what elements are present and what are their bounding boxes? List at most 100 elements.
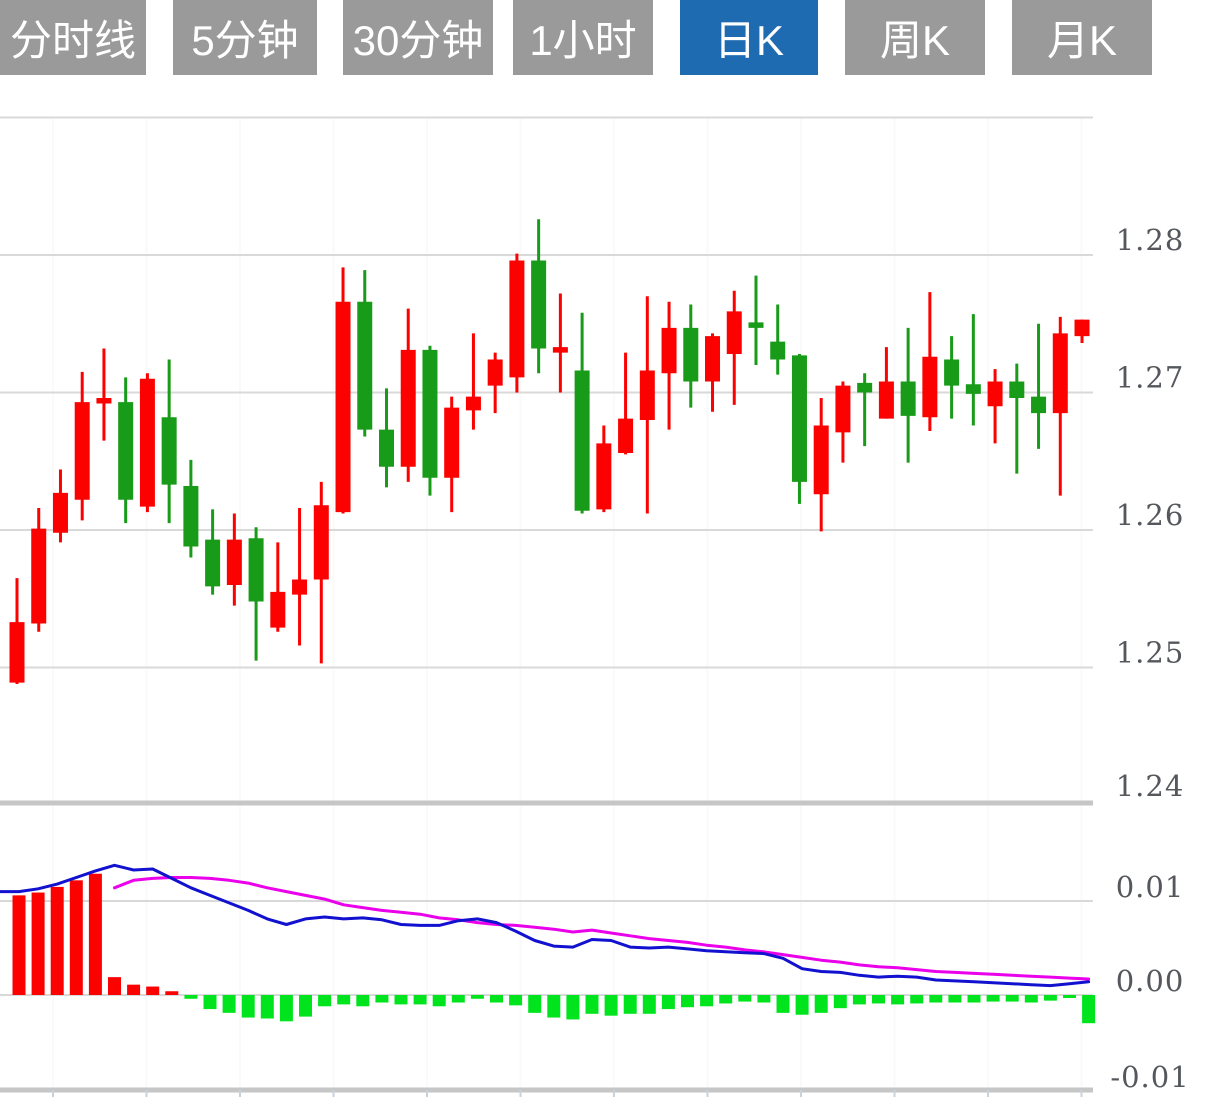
candle-body [596, 443, 612, 510]
tab-5min[interactable]: 5分钟 [173, 0, 317, 75]
macd-bar-negative [700, 995, 714, 1007]
candle-body [857, 382, 873, 393]
macd-bar-negative [891, 995, 905, 1005]
dif-line [0, 863, 1091, 988]
macd-bar-negative [1063, 995, 1076, 998]
candle-wick [776, 304, 780, 375]
macd-bar-negative [757, 995, 771, 1003]
macd-bar-negative [1024, 995, 1038, 1003]
macd-histogram [12, 873, 1096, 1024]
vertical-gridlines [52, 117, 1083, 1087]
macd-bar-positive [31, 892, 45, 995]
candle-body [944, 359, 960, 386]
bottom-axis-ticks [52, 1090, 1083, 1097]
tab-30min[interactable]: 30分钟 [343, 0, 493, 75]
candle-body [465, 396, 481, 411]
candle-wick [624, 352, 628, 455]
price-axis-label: 1.26 [1116, 498, 1185, 532]
macd-axis-labels: 0.01 0.00 -0.01 [1110, 870, 1189, 1094]
tab-weekly-k[interactable]: 周K [845, 0, 985, 75]
macd-bar-negative [432, 995, 446, 1007]
candle-series [9, 219, 1090, 684]
candle-body [52, 492, 68, 533]
macd-bar-negative [547, 995, 561, 1018]
candle-body [726, 311, 742, 354]
macd-bar-negative [509, 995, 523, 1006]
tab-1hour[interactable]: 1小时 [513, 0, 653, 75]
macd-bar-negative [1043, 995, 1057, 1001]
candle-body [357, 301, 373, 430]
macd-bar-negative [241, 995, 255, 1018]
dea-line [113, 876, 1091, 981]
macd-bar-negative [795, 995, 809, 1015]
candle-body [770, 341, 786, 360]
candle-body [74, 402, 90, 500]
candle-body [1009, 381, 1025, 398]
candle-wick [102, 348, 106, 441]
candle-body [444, 407, 460, 478]
macd-bar-negative [356, 995, 370, 1007]
candle-body [205, 539, 221, 587]
candle-body [618, 418, 634, 453]
price-axis-label: 1.25 [1116, 636, 1185, 670]
macd-bar-negative [222, 995, 236, 1013]
macd-bar-negative [337, 995, 351, 1005]
candle-body [313, 505, 329, 580]
macd-bar-negative [776, 995, 790, 1013]
candle-body [183, 486, 199, 547]
macd-bar-negative [929, 995, 943, 1003]
candle-body [552, 347, 568, 353]
macd-bar-negative [852, 995, 866, 1005]
candle-wick [298, 508, 302, 646]
dif-line [0, 863, 1091, 988]
macd-bar-negative [623, 995, 637, 1014]
macd-bar-negative [299, 995, 312, 1017]
macd-bar-positive [12, 895, 26, 995]
candle-body [335, 301, 351, 513]
macd-bar-negative [1082, 995, 1096, 1024]
candle-wick [1015, 363, 1019, 474]
candle-body [487, 359, 503, 386]
macd-bar-negative [260, 995, 274, 1019]
candle-body [661, 327, 677, 374]
candle-wick [471, 333, 475, 430]
candle-body [161, 417, 177, 485]
candle-body [639, 370, 655, 420]
macd-bar-negative [184, 995, 198, 999]
tab-timeline[interactable]: 分时线 [0, 0, 146, 75]
tab-daily-k[interactable]: 日K [680, 0, 818, 75]
candle-body [270, 591, 286, 628]
candle-body [574, 370, 590, 511]
macd-axis-label: -0.01 [1110, 1060, 1189, 1094]
macd-bar-negative [413, 995, 427, 1005]
macd-bar-negative [566, 995, 580, 1020]
candle-body [9, 622, 25, 683]
macd-bar-positive [127, 984, 141, 995]
candle-body [965, 384, 981, 394]
macd-bar-negative [738, 995, 752, 1002]
candle-body [226, 539, 242, 585]
candle-body [139, 378, 155, 507]
candle-wick [863, 373, 867, 447]
macd-axis-label: 0.00 [1116, 964, 1185, 998]
candle-body [705, 336, 721, 382]
macd-bar-negative [1005, 995, 1019, 1002]
candle-wick [971, 314, 975, 426]
macd-bar-negative [490, 995, 503, 1003]
candle-body [1031, 396, 1047, 414]
period-tabbar: 分时线 5分钟 30分钟 1小时 日K 周K 月K [0, 0, 1205, 75]
macd-bar-negative [604, 995, 618, 1016]
candle-body [118, 402, 134, 500]
macd-bar-negative [318, 995, 332, 1007]
candle-body [683, 327, 699, 382]
tab-monthly-k[interactable]: 月K [1012, 0, 1152, 75]
macd-bar-negative [833, 995, 847, 1009]
candle-wick [754, 275, 758, 365]
macd-bar-negative [279, 995, 293, 1022]
candle-body [509, 260, 525, 378]
candle-body [835, 385, 851, 433]
macd-bar-positive [108, 977, 121, 995]
macd-bar-negative [451, 995, 465, 1003]
candle-body [987, 381, 1003, 407]
macd-bar-negative [967, 995, 981, 1003]
